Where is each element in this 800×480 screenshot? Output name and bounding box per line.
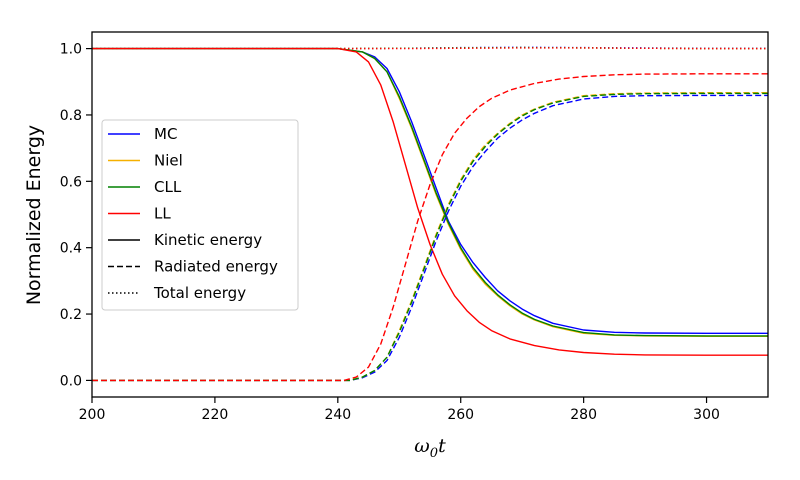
y-tick-label: 0.2 xyxy=(60,307,82,323)
y-tick-label: 0.8 xyxy=(60,108,82,124)
x-axis-label-variable: t xyxy=(438,435,446,457)
series-cll-kinetic-energy xyxy=(92,47,768,337)
series-mc-radiated-energy xyxy=(92,94,768,382)
legend-label-mc: MC xyxy=(154,125,177,143)
ticks-layer: 200 220 240 260 280 300 0.0 0.2 0.4 0.6 0.8 1.0 xyxy=(60,42,720,423)
series-ll-kinetic-energy xyxy=(92,47,768,356)
y-tick-label: 0.6 xyxy=(60,174,82,190)
legend-label-ll: LL xyxy=(154,205,171,223)
x-tick-label: 240 xyxy=(324,407,351,423)
plot-frame xyxy=(91,31,769,398)
y-axis-label: Normalized Energy xyxy=(23,125,45,305)
legend-frame xyxy=(101,119,299,311)
x-axis-label-symbol: ω xyxy=(414,435,430,457)
x-tick-label: 300 xyxy=(693,407,720,423)
x-tick-label: 220 xyxy=(202,407,229,423)
y-tick-label: 1.0 xyxy=(60,42,82,58)
legend-label-kinetic-energy: Kinetic energy xyxy=(154,231,262,249)
legend-label-cll: CLL xyxy=(154,178,182,196)
legend-label-total-energy: Total energy xyxy=(153,284,246,302)
x-tick-label: 260 xyxy=(447,407,474,423)
series-ll-radiated-energy xyxy=(92,73,768,382)
x-tick-label: 200 xyxy=(79,407,106,423)
x-tick-label: 280 xyxy=(570,407,597,423)
x-axis-label-subscript: 0 xyxy=(430,446,438,461)
legend-label-niel: Niel xyxy=(154,152,183,170)
legend: MC Niel CLL LL Kinetic energy Radiated energy… xyxy=(101,119,299,311)
x-axis-label: ω0t xyxy=(414,435,446,461)
series-cll-radiated-energy xyxy=(92,92,768,382)
y-tick-label: 0.4 xyxy=(60,241,82,257)
series-mc-kinetic-energy xyxy=(92,47,768,334)
y-tick-label: 0.0 xyxy=(60,373,82,389)
series-layer xyxy=(92,46,768,382)
legend-label-radiated-energy: Radiated energy xyxy=(154,258,278,276)
